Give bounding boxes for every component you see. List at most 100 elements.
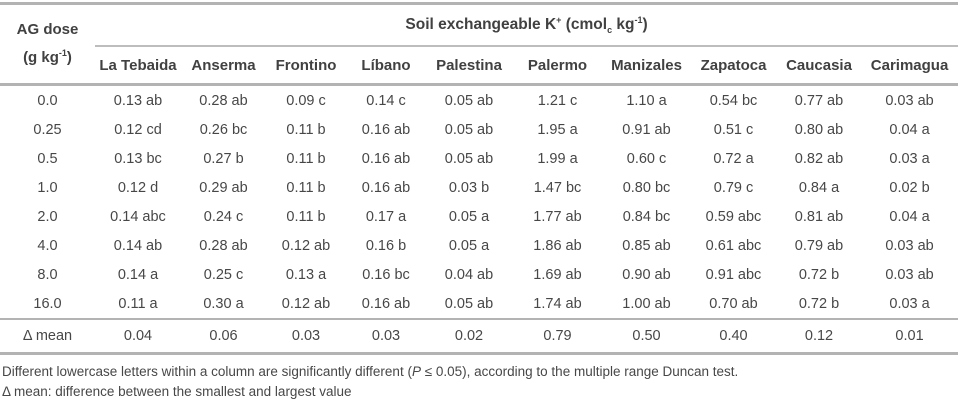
data-cell: 0.79 ab [794, 237, 844, 254]
delta-mean-cell: 0.03 [266, 318, 346, 355]
dose-cell: 0.0 [37, 92, 58, 109]
table-row: 2.0 0.14 abc 0.24 c 0.11 b 0.17 a 0.05 a… [0, 202, 958, 231]
table-footnotes: Different lowercase letters within a col… [2, 362, 958, 402]
data-cell: 0.59 abc [705, 208, 762, 225]
data-cell: 0.12 cd [114, 121, 162, 138]
data-cell: 0.16 ab [361, 121, 411, 138]
data-cell: 0.11 a [118, 295, 158, 312]
location-header-manizales: Manizales [603, 46, 690, 86]
data-cell: 0.05 a [448, 208, 490, 225]
data-cell: 0.11 b [286, 179, 326, 196]
data-cell: 0.91 abc [705, 266, 762, 283]
dose-cell: 4.0 [37, 237, 58, 254]
data-cell: 0.16 ab [361, 179, 411, 196]
location-header-caucasia: Caucasia [777, 46, 861, 86]
data-cell: 0.51 c [713, 121, 754, 138]
data-cell: 0.60 c [626, 150, 667, 167]
ag-dose-unit: (g kg-1) [23, 49, 72, 67]
data-cell: 0.03 b [448, 179, 490, 196]
data-cell: 0.11 b [286, 150, 326, 167]
data-cell: 0.81 ab [794, 208, 844, 225]
data-cell: 0.03 a [889, 295, 930, 312]
data-cell: 0.72 a [713, 150, 754, 167]
footnote-significance-text: Different lowercase letters within a col… [2, 364, 412, 379]
data-cell: 0.84 a [798, 179, 840, 196]
span-header-title: Soil exchangeable K+ (cmolc kg-1) [95, 3, 958, 47]
data-cell: 1.99 a [537, 150, 578, 167]
table-row: 8.0 0.14 a 0.25 c 0.13 a 0.16 bc 0.04 ab… [0, 260, 958, 289]
footnote-significance: Different lowercase letters within a col… [2, 362, 958, 382]
delta-mean-cell: 0.04 [95, 318, 181, 355]
data-cell: 0.30 a [203, 295, 244, 312]
cmolc-subscript: c [607, 25, 613, 36]
data-cell: 1.10 a [626, 92, 667, 109]
data-cell: 1.21 c [537, 92, 578, 109]
location-header-la-tebaida: La Tebaida [95, 46, 181, 86]
data-cell: 0.14 abc [110, 208, 166, 225]
data-cell: 0.12 ab [281, 295, 331, 312]
data-cell: 0.13 a [285, 266, 327, 283]
ag-dose-unit-close: ) [66, 49, 72, 66]
data-cell: 0.27 b [203, 150, 244, 167]
data-cell: 0.82 ab [794, 150, 844, 167]
data-cell: 0.90 ab [622, 266, 671, 283]
data-cell: 0.84 bc [622, 208, 671, 225]
table-row: 0.5 0.13 bc 0.27 b 0.11 b 0.16 ab 0.05 a… [0, 144, 958, 173]
data-cell: 0.16 ab [361, 295, 411, 312]
data-cell: 0.16 ab [361, 150, 411, 167]
data-cell: 0.77 ab [794, 92, 844, 109]
data-cell: 0.16 b [365, 237, 407, 254]
delta-mean-cell: 0.01 [861, 318, 958, 355]
dose-cell: 1.0 [37, 179, 58, 196]
ag-dose-label: AG dose [16, 21, 79, 38]
span-title-unit-open: (cmol [561, 16, 608, 33]
location-header-frontino: Frontino [266, 46, 346, 86]
header-row-locations: La Tebaida Anserma Frontino Líbano Pales… [0, 46, 958, 86]
data-cell: 0.05 ab [444, 121, 494, 138]
delta-mean-cell: 0.12 [777, 318, 861, 355]
ag-dose-unit-text: (g kg [23, 49, 59, 66]
data-cell: 0.04 ab [444, 266, 494, 283]
ag-dose-header: AG dose (g kg-1) [0, 3, 95, 86]
table-row: 0.25 0.12 cd 0.26 bc 0.11 b 0.16 ab 0.05… [0, 115, 958, 144]
data-cell: 1.69 ab [533, 266, 582, 283]
k-plus-superscript: + [556, 14, 562, 25]
data-cell: 0.79 c [713, 179, 754, 196]
data-cell: 0.16 bc [362, 266, 410, 283]
table-row: 4.0 0.14 ab 0.28 ab 0.12 ab 0.16 b 0.05 … [0, 231, 958, 260]
data-cell: 0.04 a [889, 208, 930, 225]
location-header-palestina: Palestina [426, 46, 512, 86]
delta-mean-row: Δ mean 0.04 0.06 0.03 0.03 0.02 0.79 0.5… [0, 318, 958, 355]
dose-cell: 0.5 [37, 150, 58, 167]
data-cell: 0.91 ab [622, 121, 671, 138]
delta-mean-cell: 0.02 [426, 318, 512, 355]
data-cell: 0.05 ab [444, 150, 494, 167]
data-cell: 0.54 bc [709, 92, 758, 109]
table-row: 1.0 0.12 d 0.29 ab 0.11 b 0.16 ab 0.03 b… [0, 173, 958, 202]
data-cell: 0.11 b [286, 208, 326, 225]
location-header-anserma: Anserma [181, 46, 266, 86]
data-cell: 0.05 ab [444, 295, 494, 312]
table-row: 0.0 0.13 ab 0.28 ab 0.09 c 0.14 c 0.05 a… [0, 85, 958, 116]
data-cell: 0.72 b [798, 295, 840, 312]
delta-mean-cell: 0.50 [603, 318, 690, 355]
footnote-p-symbol: P [411, 364, 421, 379]
data-cell: 0.26 bc [199, 121, 248, 138]
dose-cell: 0.25 [33, 121, 62, 138]
data-cell: 0.12 d [117, 179, 159, 196]
data-cell: 1.74 ab [533, 295, 582, 312]
data-cell: 0.13 bc [114, 150, 162, 167]
delta-mean-cell: 0.03 [346, 318, 426, 355]
location-header-zapatoca: Zapatoca [690, 46, 777, 86]
data-cell: 0.11 b [286, 121, 326, 138]
data-cell: 1.00 ab [622, 295, 671, 312]
data-cell: 0.61 abc [705, 237, 762, 254]
data-cell: 0.09 c [286, 92, 326, 109]
data-cell: 0.17 a [365, 208, 407, 225]
data-cell: 0.03 a [889, 150, 930, 167]
delta-mean-cell: 0.06 [181, 318, 266, 355]
data-cell: 0.24 c [203, 208, 244, 225]
data-cell: 0.72 b [798, 266, 840, 283]
data-cell: 0.04 a [889, 121, 930, 138]
